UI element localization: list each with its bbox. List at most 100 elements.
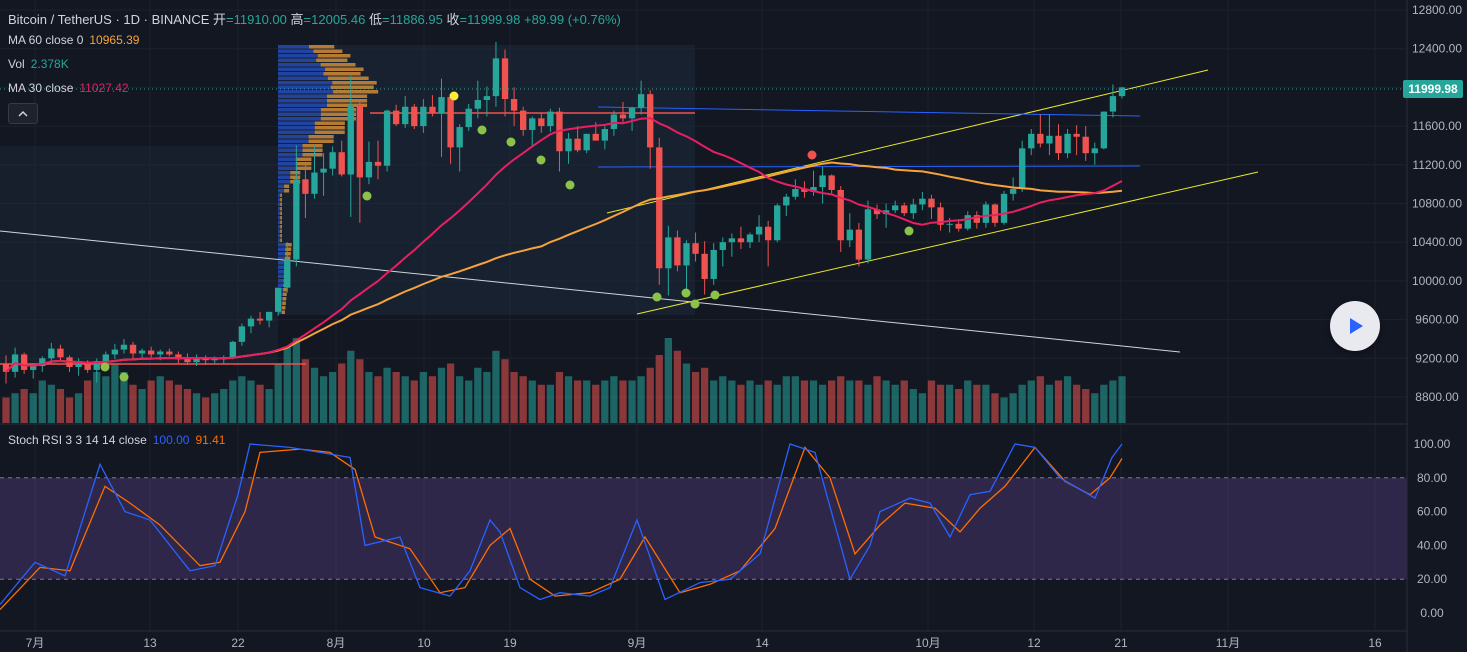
candle-body[interactable] [873, 209, 881, 215]
candle-body[interactable] [256, 318, 264, 321]
time-axis[interactable]: 7月 13 22 8月 10 19 9月 14 10月 12 21 11月 16 [26, 636, 1382, 650]
candle-body[interactable] [955, 223, 962, 229]
candle-body[interactable] [510, 99, 518, 111]
candle-body[interactable] [792, 188, 799, 197]
stoch-axis[interactable]: 100.00 80.00 60.00 40.00 20.00 0.00 [1414, 437, 1451, 620]
candle-body[interactable] [465, 108, 472, 128]
candle-body[interactable] [193, 358, 200, 363]
candle-body[interactable] [737, 238, 745, 243]
candle-body[interactable] [2, 364, 10, 372]
candle-body[interactable] [247, 318, 255, 327]
candle-body[interactable] [447, 97, 454, 148]
candle-body[interactable] [483, 96, 491, 100]
candle-body[interactable] [583, 133, 590, 151]
candle-body[interactable] [1118, 87, 1126, 97]
candle-body[interactable] [656, 147, 663, 269]
candle-body[interactable] [1019, 148, 1026, 189]
candle-body[interactable] [783, 196, 790, 206]
candle-body[interactable] [764, 226, 772, 241]
symbol-name[interactable]: Bitcoin / TetherUS [8, 12, 112, 27]
replay-play-button[interactable] [1330, 301, 1380, 351]
candle-body[interactable] [538, 118, 545, 127]
indicator-ma30[interactable]: MA 30 close 11027.42 [8, 81, 129, 95]
candle-body[interactable] [129, 344, 137, 354]
candle-body[interactable] [855, 229, 863, 260]
channel-lower-line[interactable] [636, 171, 1259, 315]
candle-body[interactable] [57, 348, 64, 358]
candle-body[interactable] [565, 138, 572, 152]
candle-body[interactable] [84, 364, 91, 370]
candle-body[interactable] [311, 172, 318, 194]
candle-body[interactable] [30, 366, 37, 370]
candle-body[interactable] [710, 249, 717, 279]
candle-body[interactable] [692, 243, 699, 254]
candle-body[interactable] [429, 106, 436, 114]
candle-body[interactable] [683, 243, 690, 266]
candle-body[interactable] [111, 349, 119, 355]
candle-body[interactable] [420, 106, 427, 127]
candle-body[interactable] [973, 215, 981, 223]
candle-body[interactable] [610, 114, 618, 130]
candle-body[interactable] [592, 133, 599, 141]
candle-body[interactable] [919, 198, 926, 205]
candle-body[interactable] [746, 234, 754, 243]
candle-body[interactable] [501, 58, 509, 100]
candle-body[interactable] [120, 344, 128, 350]
candle-body[interactable] [102, 354, 109, 362]
candle-body[interactable] [728, 238, 736, 243]
candle-body[interactable] [229, 341, 237, 358]
candle-body[interactable] [719, 242, 726, 250]
candle-body[interactable] [374, 161, 382, 166]
candle-body[interactable] [438, 97, 445, 114]
candle-body[interactable] [1055, 135, 1062, 154]
candle-body[interactable] [402, 106, 409, 125]
candle-body[interactable] [293, 179, 300, 260]
candle-body[interactable] [365, 161, 373, 178]
candle-body[interactable] [928, 198, 935, 208]
candle-body[interactable] [982, 204, 990, 223]
candle-body[interactable] [755, 226, 763, 235]
candle-body[interactable] [819, 175, 826, 188]
candle-body[interactable] [474, 99, 481, 109]
indicator-ma60[interactable]: MA 60 close 0 10965.39 [8, 33, 139, 47]
candle-body[interactable] [275, 287, 282, 312]
candle-body[interactable] [1064, 133, 1071, 154]
candle-body[interactable] [810, 187, 817, 192]
candle-body[interactable] [492, 58, 500, 97]
candle-body[interactable] [674, 237, 681, 266]
indicator-volume[interactable]: Vol 2.378K [8, 57, 69, 71]
candle-body[interactable] [48, 348, 55, 359]
symbol-header[interactable]: Bitcoin / TetherUS · 1D · BINANCE 开=1191… [8, 9, 621, 28]
candle-body[interactable] [846, 229, 853, 241]
candle-body[interactable] [147, 350, 155, 355]
candle-body[interactable] [910, 204, 917, 214]
interval-label[interactable]: 1D [123, 12, 141, 27]
candle-body[interactable] [39, 358, 46, 367]
candle-body[interactable] [864, 209, 872, 260]
candle-body[interactable] [701, 253, 708, 279]
candle-body[interactable] [184, 359, 191, 363]
candle-body[interactable] [302, 179, 309, 194]
candle-body[interactable] [157, 351, 164, 355]
candle-body[interactable] [392, 110, 400, 125]
candle-body[interactable] [1000, 193, 1008, 223]
candle-body[interactable] [347, 104, 354, 175]
candle-body[interactable] [828, 175, 835, 190]
candle-body[interactable] [991, 204, 999, 223]
candle-body[interactable] [601, 129, 609, 141]
stoch-rsi-legend[interactable]: Stoch RSI 3 3 14 14 close 100.00 91.41 [8, 433, 225, 447]
candle-body[interactable] [529, 118, 536, 130]
candle-body[interactable] [338, 152, 345, 175]
candle-body[interactable] [619, 114, 627, 119]
candle-body[interactable] [946, 223, 953, 225]
candle-body[interactable] [265, 311, 273, 321]
candle-body[interactable] [891, 205, 899, 211]
candle-body[interactable] [411, 106, 418, 127]
candle-body[interactable] [1037, 133, 1044, 144]
candle-body[interactable] [456, 127, 463, 148]
collapse-indicators-button[interactable] [8, 103, 38, 124]
candle-body[interactable] [1073, 133, 1080, 137]
candle-body[interactable] [329, 152, 336, 169]
candle-body[interactable] [383, 110, 391, 166]
candle-body[interactable] [320, 168, 327, 173]
